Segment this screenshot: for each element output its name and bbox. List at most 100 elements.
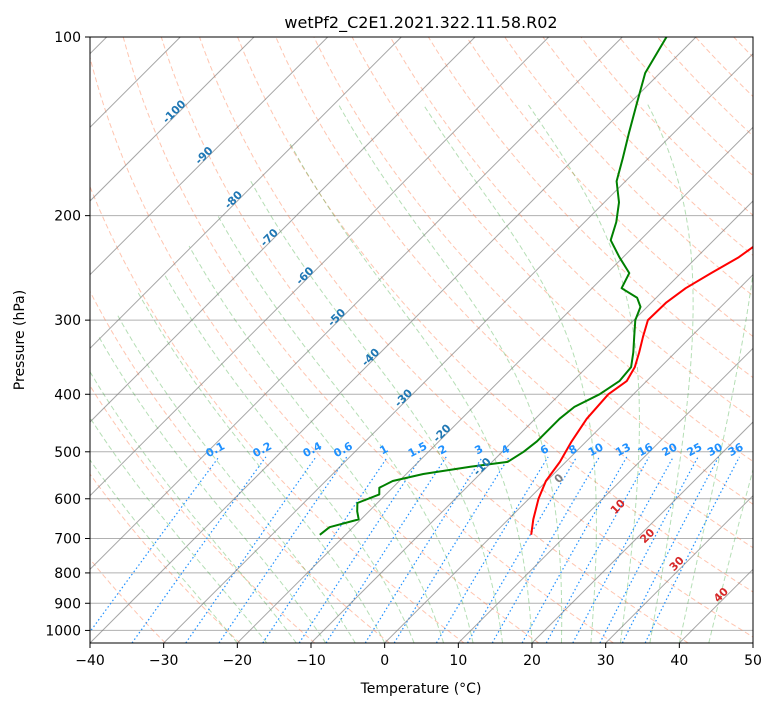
isotherm xyxy=(163,52,753,643)
mixing-ratio-label: 30 xyxy=(705,440,725,459)
x-tick-label: 10 xyxy=(449,653,467,669)
dry-adiabat xyxy=(90,55,540,643)
y-tick-label: 900 xyxy=(54,596,81,612)
moist-adiabat xyxy=(117,315,356,643)
y-tick-label: 500 xyxy=(54,445,81,461)
moist-adiabat-label: 10 xyxy=(608,497,628,517)
isotherm xyxy=(678,568,753,643)
y-axis-ticks: 100 200 300 400 500 600 700 800 900 1000 xyxy=(45,30,90,639)
mixing-ratio-line xyxy=(466,456,578,643)
dry-adiabat-label: -30 xyxy=(392,386,415,409)
isotherm xyxy=(90,37,329,276)
plot-area: 0.1 0.2 0.4 0.6 1 1.5 2 3 4 6 8 10 13 16 20 25 30 36-100-… xyxy=(90,37,753,643)
y-axis-label: Pressure (hPa) xyxy=(12,290,28,390)
moist-adiabats xyxy=(90,104,753,643)
moist-adiabat xyxy=(647,104,694,643)
mixing-ratio-label: 0.4 xyxy=(301,439,325,460)
isotherm xyxy=(531,421,753,643)
isotherm xyxy=(90,37,550,497)
dry-adiabat-label: -80 xyxy=(222,188,245,211)
x-tick-label: −30 xyxy=(149,653,179,669)
x-tick-label: 20 xyxy=(523,653,541,669)
dry-adiabat-label: -60 xyxy=(293,264,316,287)
isotherm xyxy=(605,494,753,643)
dry-adiabat-label: -40 xyxy=(359,346,382,369)
x-tick-label: 30 xyxy=(597,653,615,669)
mixing-ratio-label: 3 xyxy=(472,442,485,457)
dry-adiabat xyxy=(389,37,753,420)
mixing-ratio-label: 10 xyxy=(586,440,606,459)
mixing-ratio-label: 6 xyxy=(538,442,551,457)
dry-adiabat xyxy=(657,37,753,137)
mixing-ratio-line xyxy=(185,456,317,643)
isotherm xyxy=(90,37,255,202)
isotherm xyxy=(310,200,753,643)
dry-adiabat xyxy=(351,37,753,463)
mixing-ratio-line xyxy=(298,456,422,643)
dry-adiabat-label: -50 xyxy=(325,306,348,329)
moist-adiabat xyxy=(137,292,386,643)
y-tick-label: 300 xyxy=(54,313,81,329)
mixing-ratio-label: 20 xyxy=(660,440,680,459)
moist-adiabat-label: 40 xyxy=(711,585,731,605)
mixing-ratio-line xyxy=(521,456,628,643)
x-tick-label: −20 xyxy=(223,653,253,669)
y-tick-label: 600 xyxy=(54,492,81,508)
moist-adiabat xyxy=(288,141,533,643)
temperature-curve xyxy=(530,245,753,535)
y-tick-label: 700 xyxy=(54,532,81,548)
dry-adiabat xyxy=(237,37,753,593)
y-tick-label: 800 xyxy=(54,566,81,582)
dry-adiabat xyxy=(427,37,753,379)
dry-adiabat xyxy=(90,185,465,643)
moist-adiabat xyxy=(90,416,268,643)
mixing-ratio-label: 0.2 xyxy=(251,439,274,460)
moist-adiabat xyxy=(250,180,503,643)
mixing-ratio-label: 16 xyxy=(636,440,656,459)
mixing-ratio-label: 1.5 xyxy=(406,439,429,460)
plot-frame xyxy=(89,36,754,644)
x-tick-label: −10 xyxy=(296,653,326,669)
dry-adiabat xyxy=(90,558,166,643)
mixing-ratio-line xyxy=(572,456,674,643)
dewpoint-curve xyxy=(319,37,668,536)
dry-adiabat-label: -20 xyxy=(430,421,453,444)
dry-adiabat xyxy=(733,37,753,58)
mixing-ratio-label: 0.6 xyxy=(331,439,355,460)
mixing-ratio-line xyxy=(491,456,600,643)
moist-adiabat xyxy=(98,336,327,643)
dry-adiabat xyxy=(90,290,390,643)
mixing-ratio-label: 13 xyxy=(613,440,633,459)
isotherm xyxy=(457,347,753,643)
mixing-ratio-line xyxy=(262,456,388,643)
moist-adiabat xyxy=(163,272,415,643)
x-tick-label: 0 xyxy=(380,653,389,669)
mixing-ratio-line xyxy=(435,456,549,643)
mixing-ratio-line xyxy=(131,456,267,643)
dry-adiabat xyxy=(160,37,689,643)
dry-adiabat xyxy=(122,37,614,643)
moist-adiabat xyxy=(708,467,753,643)
moist-adiabat xyxy=(678,269,753,643)
mixing-ratio-line xyxy=(90,456,220,633)
mixing-ratio-line xyxy=(545,456,650,643)
y-tick-label: 100 xyxy=(54,30,81,46)
dry-adiabat xyxy=(199,37,753,638)
x-axis-label: Temperature (°C) xyxy=(360,681,482,697)
dry-adiabat-label: -90 xyxy=(192,144,215,167)
sounding-curves xyxy=(319,37,753,536)
dry-adiabat xyxy=(90,473,241,643)
dry-adiabat xyxy=(275,37,753,549)
moist-adiabat-label: 20 xyxy=(637,526,657,546)
mixing-ratio-line xyxy=(621,456,720,643)
moist-adiabat-label: 0 xyxy=(552,471,567,486)
y-tick-label: 400 xyxy=(54,387,81,403)
isobar-gridlines xyxy=(90,37,753,631)
dry-adiabat xyxy=(466,37,753,338)
dry-adiabat-label: -100 xyxy=(160,97,189,126)
chart-title: wetPf2_C2E1.2021.322.11.58.R02 xyxy=(284,13,557,33)
moist-adiabat xyxy=(422,104,597,643)
moist-adiabat xyxy=(217,215,474,643)
y-tick-label: 1000 xyxy=(45,623,81,639)
